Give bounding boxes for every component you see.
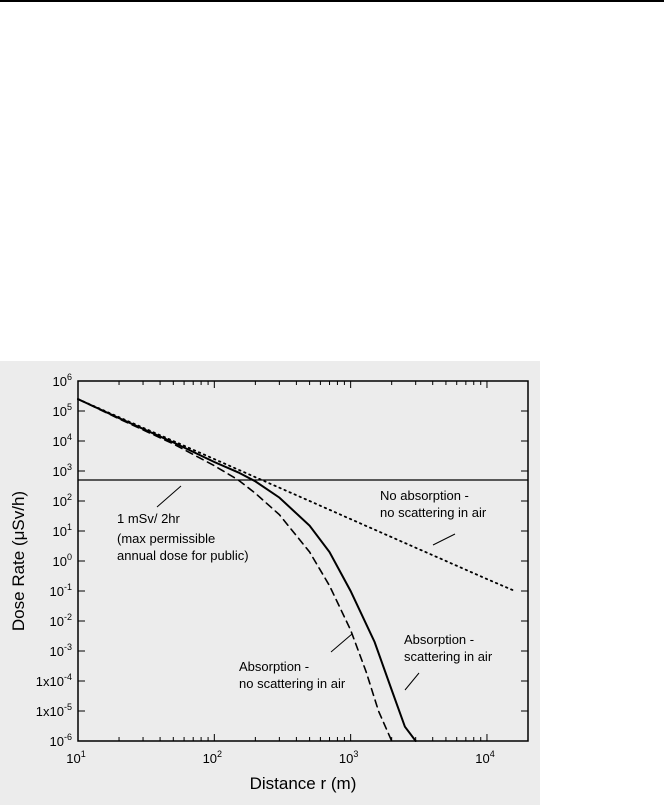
x-tick-label: 104: [475, 749, 494, 766]
annotation-no-absorption-line-2: no scattering in air: [380, 505, 487, 520]
leader-absorption-no-scattering: [330, 633, 353, 653]
y-axis: 106 105 104 103 102 101 100 10-1 10-2 10-3 1x10-4 1…: [36, 372, 528, 749]
leader-no-absorption: [432, 533, 456, 546]
y-tick-label: 1x10-4: [36, 672, 72, 689]
annotation-absorption-scattering: Absorption - scattering in air: [404, 632, 493, 664]
series-line-absorption-scattering: [77, 398, 417, 742]
annotation-absorption-scattering-line-1: Absorption -: [404, 632, 474, 647]
y-tick-label: 105: [53, 402, 72, 419]
y-axis-label: Dose Rate (μSv/h): [9, 491, 28, 631]
y-tick-label: 10-6: [50, 732, 72, 749]
x-tick-label: 102: [203, 749, 222, 766]
x-tick-label: 103: [339, 749, 358, 766]
series-line-absorption-no-scattering: [77, 398, 393, 742]
page-top-rule: [0, 0, 664, 2]
y-tick-label: 1x10-5: [36, 702, 72, 719]
y-tick-label: 102: [53, 492, 72, 509]
y-tick-label: 103: [53, 462, 72, 479]
annotation-limit: 1 mSv/ 2hr (max permissible annual dose …: [117, 511, 249, 563]
annotation-limit-line-2: (max permissible: [117, 531, 215, 546]
chart-panel: [0, 361, 540, 805]
annotation-absorption-scattering-line-2: scattering in air: [404, 649, 493, 664]
annotation-no-absorption: No absorption - no scattering in air: [380, 488, 487, 520]
y-tick-label: 106: [53, 372, 72, 389]
annotation-no-absorption-line-1: No absorption -: [380, 488, 469, 503]
leader-absorption-scattering: [404, 672, 420, 691]
y-tick-label: 101: [53, 522, 72, 539]
leader-limit: [156, 485, 182, 508]
series-line-no-absorption: [77, 398, 516, 592]
y-tick-label: 104: [53, 432, 72, 449]
x-tick-label: 101: [66, 749, 85, 766]
annotation-limit-line-1: 1 mSv/ 2hr: [117, 511, 181, 526]
y-tick-label: 10-3: [50, 642, 72, 659]
x-axis-label: Distance r (m): [250, 774, 357, 793]
annotation-absorption-no-scattering-line-2: no scattering in air: [239, 676, 346, 691]
annotation-absorption-no-scattering: Absorption - no scattering in air: [239, 659, 346, 691]
y-tick-label: 10-2: [50, 612, 72, 629]
annotation-limit-line-3: annual dose for public): [117, 548, 249, 563]
annotation-absorption-no-scattering-line-1: Absorption -: [239, 659, 309, 674]
y-tick-label: 100: [53, 552, 72, 569]
y-tick-label: 10-1: [50, 582, 72, 599]
x-axis: 101 102 103 104: [66, 381, 529, 766]
series-group: [77, 398, 528, 742]
